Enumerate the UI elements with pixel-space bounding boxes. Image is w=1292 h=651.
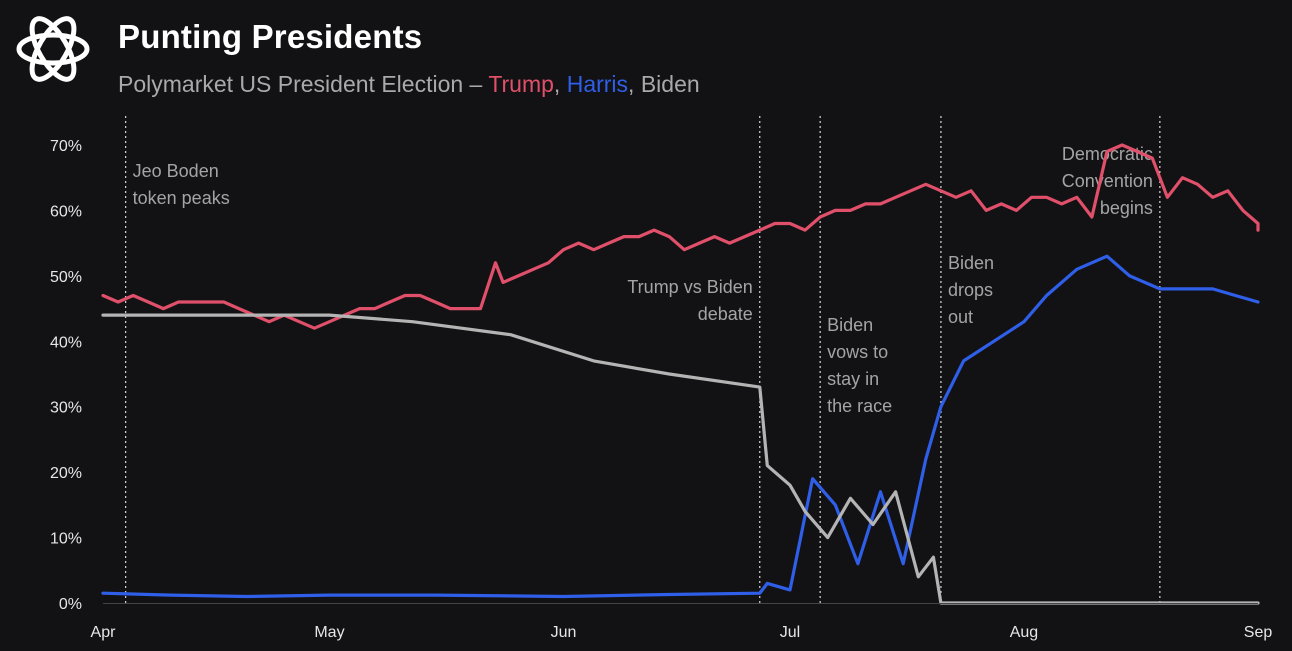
x-tick-label: Apr — [91, 624, 117, 641]
event-annotation: out — [948, 307, 973, 327]
x-tick-label: May — [314, 624, 344, 641]
series-line-biden — [101, 313, 1260, 605]
woven-knot-logo-icon — [16, 16, 90, 82]
event-annotation: Jeo Boden — [133, 161, 219, 181]
series-line-trump — [101, 143, 1260, 330]
event-annotation: Trump vs Biden — [627, 277, 752, 297]
event-annotation: vows to — [827, 342, 888, 362]
event-annotation: Biden — [827, 315, 873, 335]
subtitle-separator: , — [553, 71, 567, 97]
x-tick-label: Sep — [1244, 624, 1273, 641]
chart-title: Punting Presidents — [118, 18, 423, 55]
x-tick-label: Jul — [780, 624, 800, 641]
y-tick-label: 0% — [59, 596, 82, 613]
series-line-harris — [101, 254, 1260, 599]
event-annotation: drops — [948, 280, 993, 300]
event-annotation: begins — [1100, 198, 1153, 218]
x-tick-label: Aug — [1010, 624, 1038, 641]
subtitle-harris: Harris — [566, 71, 629, 97]
y-tick-label: 40% — [50, 334, 82, 351]
y-tick-label: 50% — [50, 269, 82, 286]
event-annotation: the race — [827, 396, 892, 416]
y-tick-label: 60% — [50, 203, 82, 220]
y-tick-label: 30% — [50, 400, 82, 417]
x-tick-label: Jun — [551, 624, 577, 641]
event-annotation: Convention — [1062, 171, 1153, 191]
event-annotation: token peaks — [133, 188, 230, 208]
chart-subtitle: Polymarket US President Election – Trump… — [118, 71, 700, 98]
subtitle-trump: Trump — [488, 71, 554, 97]
y-tick-label: 70% — [50, 138, 82, 155]
event-annotation: debate — [698, 304, 753, 324]
y-tick-label: 20% — [50, 465, 82, 482]
y-tick-label: 10% — [50, 531, 82, 548]
subtitle-prefix: Polymarket US President Election – — [118, 71, 489, 97]
subtitle-biden: Biden — [640, 71, 700, 97]
subtitle-separator: , — [628, 71, 641, 97]
event-annotation: stay in — [827, 369, 879, 389]
event-annotation: Biden — [948, 253, 994, 273]
